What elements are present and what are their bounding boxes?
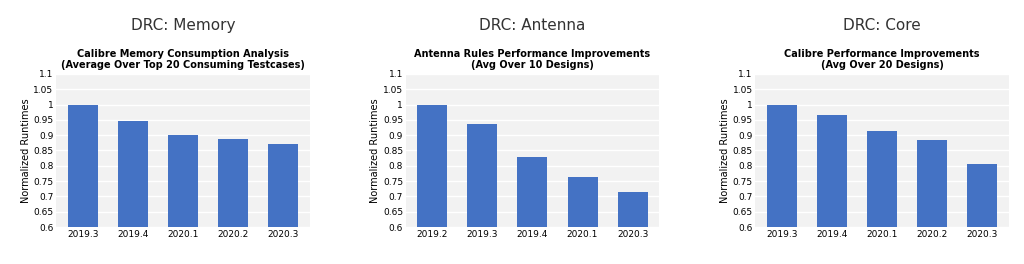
- Bar: [967, 164, 997, 264]
- Bar: [118, 121, 147, 264]
- Title: Antenna Rules Performance Improvements
(Avg Over 10 Designs): Antenna Rules Performance Improvements (…: [415, 49, 650, 70]
- Bar: [268, 144, 298, 264]
- Bar: [767, 105, 797, 264]
- Bar: [867, 131, 897, 264]
- Bar: [68, 105, 98, 264]
- Bar: [918, 140, 947, 264]
- Text: DRC: Core: DRC: Core: [843, 18, 921, 34]
- Text: DRC: Memory: DRC: Memory: [131, 18, 236, 34]
- Title: Calibre Memory Consumption Analysis
(Average Over Top 20 Consuming Testcases): Calibre Memory Consumption Analysis (Ave…: [61, 49, 305, 70]
- Bar: [817, 115, 847, 264]
- Bar: [567, 177, 598, 264]
- Bar: [418, 105, 447, 264]
- Bar: [467, 124, 498, 264]
- Bar: [218, 139, 248, 264]
- Title: Calibre Performance Improvements
(Avg Over 20 Designs): Calibre Performance Improvements (Avg Ov…: [784, 49, 980, 70]
- Y-axis label: Normalized Runtimes: Normalized Runtimes: [20, 98, 31, 203]
- Y-axis label: Normalized Runtimes: Normalized Runtimes: [720, 98, 730, 203]
- Bar: [617, 192, 647, 264]
- Bar: [168, 135, 198, 264]
- Text: DRC: Antenna: DRC: Antenna: [479, 18, 586, 34]
- Y-axis label: Normalized Runtimes: Normalized Runtimes: [370, 98, 380, 203]
- Bar: [517, 157, 548, 264]
